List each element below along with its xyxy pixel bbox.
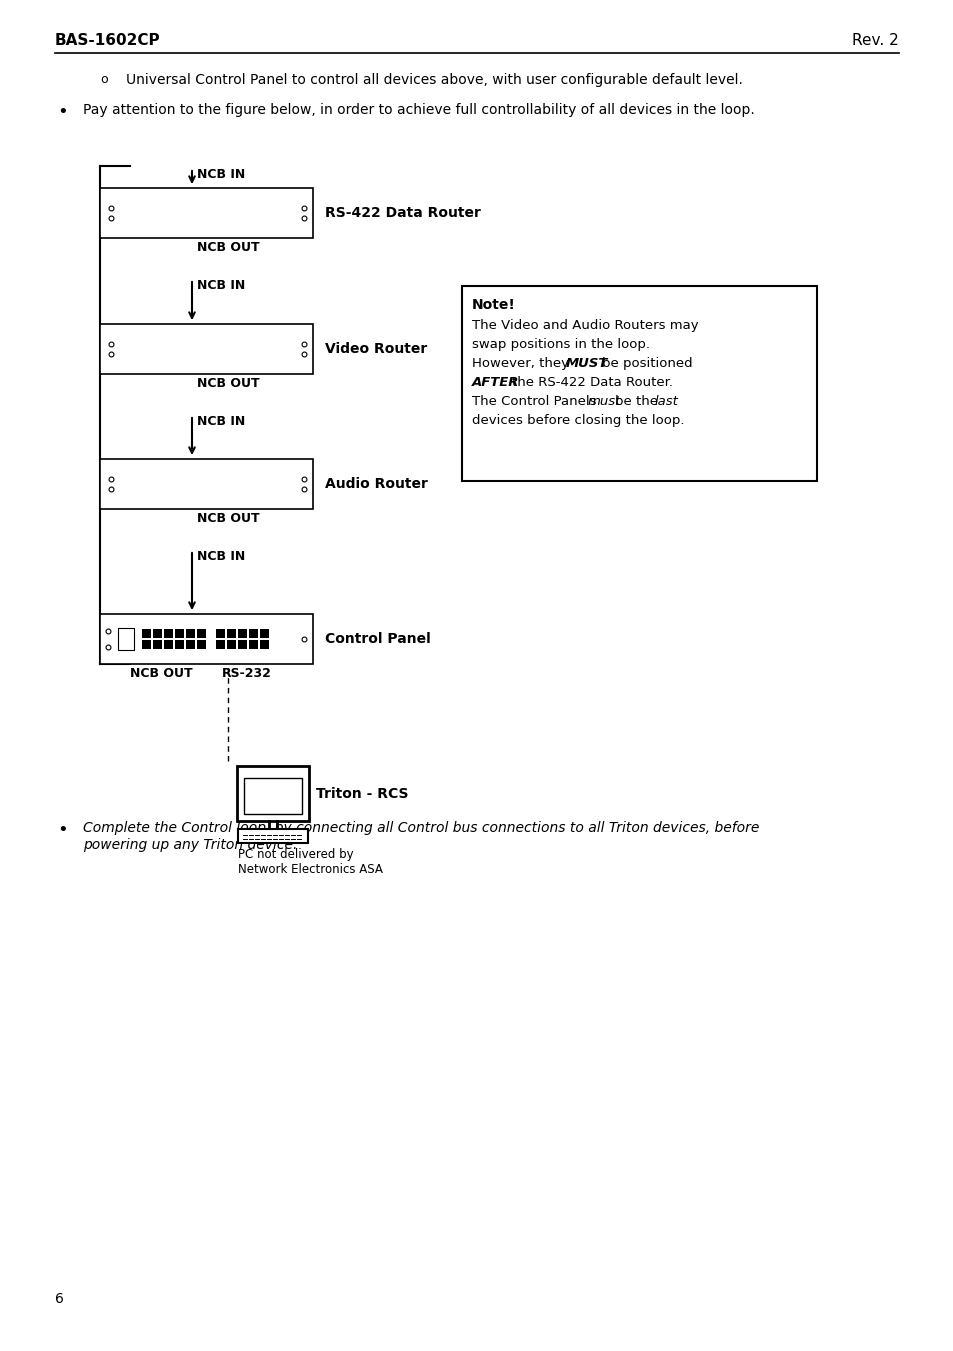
Bar [152, 640, 162, 648]
Text: be the: be the [615, 394, 661, 408]
Text: must: must [587, 394, 620, 408]
Text: NCB OUT: NCB OUT [196, 377, 259, 390]
Bar [152, 630, 162, 638]
Text: PC not delivered by: PC not delivered by [237, 848, 354, 861]
Text: RS-232: RS-232 [222, 667, 272, 680]
Text: NCB OUT: NCB OUT [196, 512, 259, 526]
Bar [244, 778, 302, 815]
Bar [196, 630, 206, 638]
Text: Triton - RCS: Triton - RCS [315, 786, 408, 801]
Bar [196, 640, 206, 648]
Bar [215, 630, 225, 638]
Bar [142, 640, 151, 648]
Bar [249, 640, 257, 648]
Text: However, they: However, they [472, 357, 577, 370]
Bar [100, 459, 313, 509]
Text: The Video and Audio Routers may: The Video and Audio Routers may [472, 319, 698, 332]
Text: •: • [57, 103, 68, 122]
Text: BAS-1602CP: BAS-1602CP [55, 32, 160, 49]
Text: Pay attention to the figure below, in order to achieve full controllability of a: Pay attention to the figure below, in or… [83, 103, 754, 118]
Bar [260, 630, 269, 638]
Bar [215, 640, 225, 648]
Text: the RS-422 Data Router.: the RS-422 Data Router. [512, 376, 672, 389]
Bar [186, 630, 194, 638]
Text: Complete the Control loop, by connecting all Control bus connections to all Trit: Complete the Control loop, by connecting… [83, 821, 759, 835]
Bar [237, 640, 247, 648]
Bar [118, 628, 133, 650]
Bar [164, 630, 172, 638]
Bar [461, 286, 816, 481]
Text: NCB IN: NCB IN [196, 280, 245, 292]
Text: RS-422 Data Router: RS-422 Data Router [325, 205, 480, 220]
Text: AFTER: AFTER [472, 376, 519, 389]
Bar [174, 640, 184, 648]
Text: Video Router: Video Router [325, 342, 427, 357]
Text: powering up any Triton device.: powering up any Triton device. [83, 838, 297, 852]
Text: NCB IN: NCB IN [196, 550, 245, 563]
Bar [260, 640, 269, 648]
Text: Note!: Note! [472, 299, 516, 312]
Bar [100, 324, 313, 374]
Bar [236, 766, 309, 821]
Text: devices before closing the loop.: devices before closing the loop. [472, 413, 684, 427]
Text: 6: 6 [55, 1292, 64, 1306]
Text: MUST: MUST [565, 357, 608, 370]
Bar [249, 630, 257, 638]
Text: be positioned: be positioned [601, 357, 692, 370]
Bar [186, 640, 194, 648]
Bar [227, 630, 235, 638]
Bar [142, 630, 151, 638]
Text: Universal Control Panel to control all devices above, with user configurable def: Universal Control Panel to control all d… [126, 73, 742, 86]
Bar [100, 613, 313, 663]
Text: NCB OUT: NCB OUT [196, 240, 259, 254]
Bar [174, 630, 184, 638]
Bar [100, 188, 313, 238]
Text: Control Panel: Control Panel [325, 632, 431, 646]
Text: last: last [655, 394, 679, 408]
Text: o: o [100, 73, 108, 86]
Text: Network Electronics ASA: Network Electronics ASA [237, 863, 382, 875]
Bar [237, 830, 308, 843]
Text: The Control Panels: The Control Panels [472, 394, 604, 408]
Text: NCB IN: NCB IN [196, 168, 245, 181]
Text: Rev. 2: Rev. 2 [851, 32, 898, 49]
Bar [164, 640, 172, 648]
Text: Audio Router: Audio Router [325, 477, 428, 490]
Bar [237, 630, 247, 638]
Text: •: • [57, 821, 68, 839]
Bar [227, 640, 235, 648]
Text: NCB OUT: NCB OUT [130, 667, 193, 680]
Text: swap positions in the loop.: swap positions in the loop. [472, 338, 649, 351]
Text: NCB IN: NCB IN [196, 415, 245, 428]
